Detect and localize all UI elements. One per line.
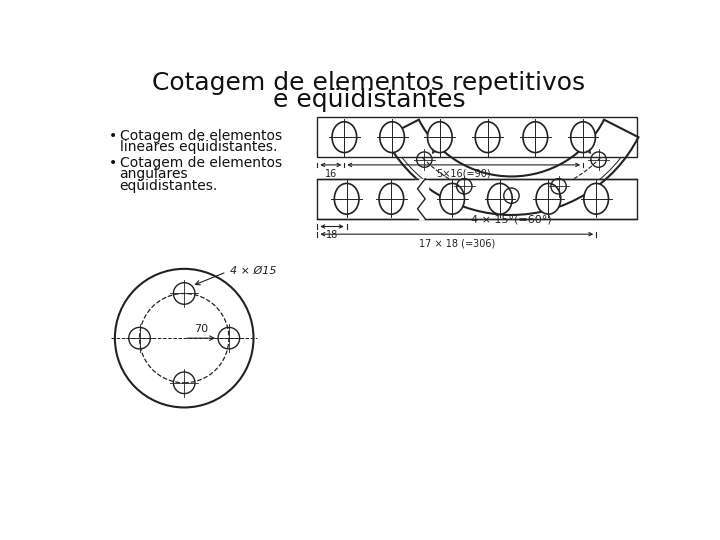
Text: lineares eqüidistantes.: lineares eqüidistantes. bbox=[120, 140, 277, 154]
Text: 17 × 18 (=306): 17 × 18 (=306) bbox=[418, 238, 495, 248]
Text: •: • bbox=[109, 129, 117, 143]
Text: 18: 18 bbox=[326, 231, 338, 240]
Text: 70: 70 bbox=[194, 323, 208, 334]
Ellipse shape bbox=[332, 122, 356, 153]
Text: 4 × 15°(=60°): 4 × 15°(=60°) bbox=[471, 215, 552, 225]
Text: 4 × Ø15: 4 × Ø15 bbox=[230, 265, 277, 275]
Text: •: • bbox=[109, 156, 117, 170]
Text: angulares: angulares bbox=[120, 167, 188, 181]
Text: Cotagem de elementos: Cotagem de elementos bbox=[120, 156, 282, 170]
Ellipse shape bbox=[334, 184, 359, 214]
Ellipse shape bbox=[428, 122, 452, 153]
Ellipse shape bbox=[536, 184, 561, 214]
Text: 5×16(=90): 5×16(=90) bbox=[436, 168, 491, 179]
Polygon shape bbox=[415, 179, 428, 219]
Text: eqüidistantes.: eqüidistantes. bbox=[120, 179, 217, 193]
Ellipse shape bbox=[584, 184, 608, 214]
Text: e eqüidistantes: e eqüidistantes bbox=[273, 88, 465, 112]
Text: Cotagem de elementos: Cotagem de elementos bbox=[120, 129, 282, 143]
Ellipse shape bbox=[379, 122, 405, 153]
Ellipse shape bbox=[523, 122, 548, 153]
Ellipse shape bbox=[379, 184, 404, 214]
Text: 16: 16 bbox=[325, 168, 337, 179]
Bar bbox=[318, 117, 637, 157]
Text: Cotagem de elementos repetitivos: Cotagem de elementos repetitivos bbox=[153, 71, 585, 95]
Ellipse shape bbox=[487, 184, 512, 214]
Ellipse shape bbox=[440, 184, 464, 214]
Ellipse shape bbox=[571, 122, 595, 153]
Ellipse shape bbox=[475, 122, 500, 153]
Bar bbox=[318, 179, 637, 219]
